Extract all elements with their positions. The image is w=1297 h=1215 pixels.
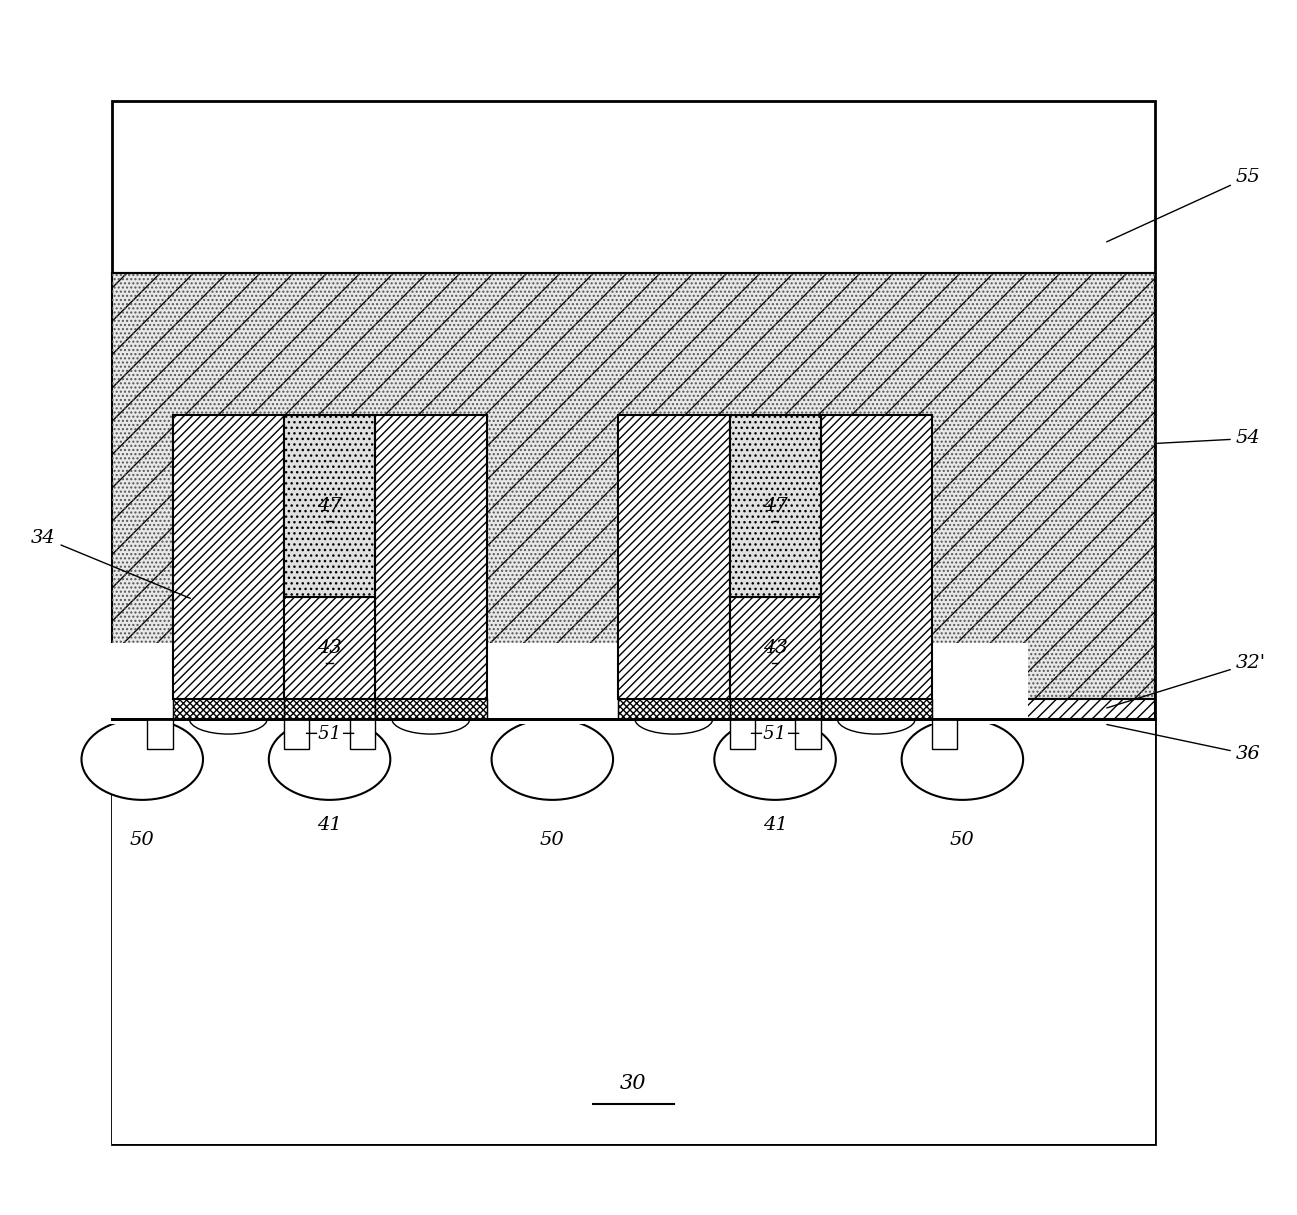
Bar: [112, 273, 1154, 699]
Bar: [112, 719, 1154, 1145]
Bar: [284, 719, 309, 750]
Text: 47: 47: [763, 497, 787, 515]
Bar: [148, 719, 173, 750]
Bar: [112, 101, 1154, 1145]
Text: 30: 30: [620, 1074, 647, 1092]
Text: 43: 43: [318, 639, 342, 657]
Ellipse shape: [268, 719, 390, 799]
Bar: [284, 598, 375, 699]
Bar: [486, 643, 619, 724]
Text: 43: 43: [763, 639, 787, 657]
Text: 41: 41: [763, 816, 787, 835]
Bar: [112, 699, 1154, 719]
Bar: [112, 273, 1154, 699]
Bar: [821, 699, 933, 719]
Bar: [173, 416, 284, 699]
Text: −51−: −51−: [748, 725, 802, 744]
Text: 41: 41: [318, 816, 342, 835]
Text: 50: 50: [540, 831, 564, 849]
Bar: [729, 598, 821, 699]
Text: 47: 47: [318, 497, 342, 515]
Text: 50: 50: [130, 831, 154, 849]
Bar: [729, 719, 755, 750]
Ellipse shape: [715, 719, 835, 799]
Text: −51−: −51−: [303, 725, 357, 744]
Bar: [619, 416, 729, 699]
Bar: [263, 643, 396, 724]
Bar: [284, 699, 375, 719]
Bar: [821, 416, 933, 699]
Text: 32': 32': [1106, 654, 1266, 708]
Ellipse shape: [82, 719, 204, 799]
Bar: [619, 699, 729, 719]
Text: 50: 50: [949, 831, 975, 849]
Bar: [795, 719, 821, 750]
Text: 34: 34: [31, 529, 191, 598]
Bar: [729, 416, 821, 598]
Text: 54: 54: [1157, 429, 1261, 447]
Text: 55: 55: [1106, 168, 1261, 242]
Text: 36: 36: [1106, 724, 1261, 763]
Bar: [173, 699, 284, 719]
Ellipse shape: [901, 719, 1023, 799]
Bar: [375, 699, 486, 719]
Bar: [709, 643, 840, 724]
Ellipse shape: [492, 719, 613, 799]
Bar: [284, 416, 375, 598]
Bar: [77, 643, 208, 724]
Bar: [896, 643, 1029, 724]
Bar: [933, 719, 957, 750]
Bar: [729, 699, 821, 719]
Bar: [350, 719, 375, 750]
Bar: [375, 416, 486, 699]
